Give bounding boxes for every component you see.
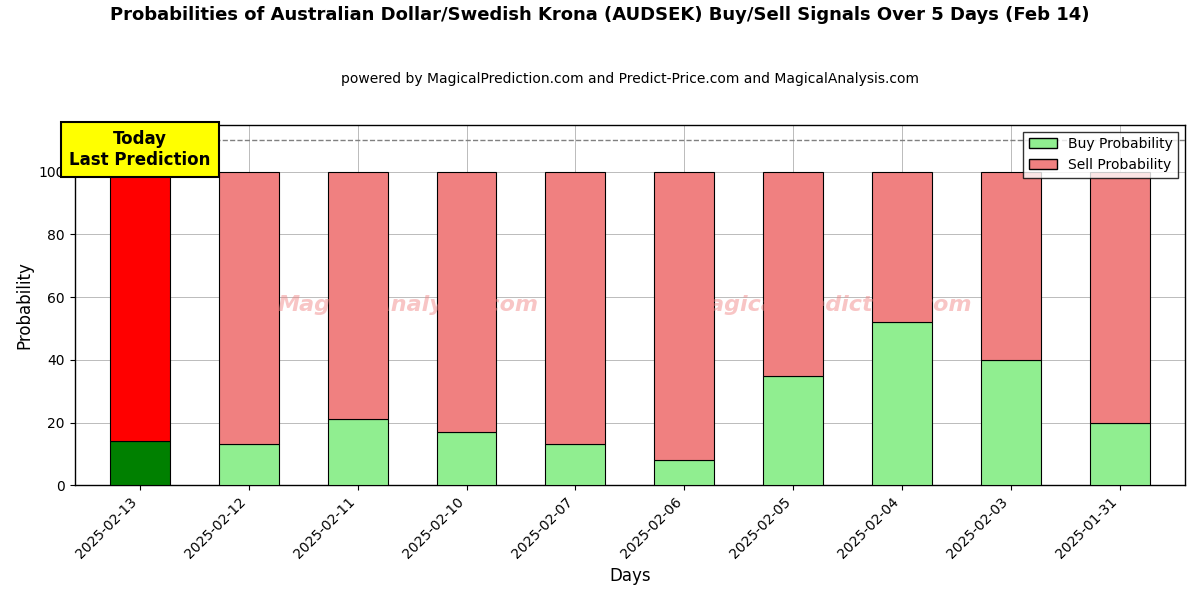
- Bar: [1090, 422, 1150, 485]
- Bar: [110, 172, 170, 442]
- Bar: [654, 460, 714, 485]
- Bar: [546, 172, 605, 445]
- Bar: [980, 360, 1040, 485]
- Bar: [437, 432, 497, 485]
- Y-axis label: Probability: Probability: [16, 261, 34, 349]
- X-axis label: Days: Days: [610, 567, 650, 585]
- Bar: [654, 172, 714, 460]
- Bar: [1090, 172, 1150, 422]
- Bar: [546, 445, 605, 485]
- Bar: [328, 419, 388, 485]
- Bar: [437, 172, 497, 432]
- Bar: [872, 172, 932, 322]
- Text: Probabilities of Australian Dollar/Swedish Krona (AUDSEK) Buy/Sell Signals Over : Probabilities of Australian Dollar/Swedi…: [110, 6, 1090, 24]
- Legend: Buy Probability, Sell Probability: Buy Probability, Sell Probability: [1024, 131, 1178, 178]
- Bar: [218, 445, 278, 485]
- Text: MagicalPrediction.com: MagicalPrediction.com: [688, 295, 972, 315]
- Bar: [763, 376, 823, 485]
- Bar: [328, 172, 388, 419]
- Bar: [763, 172, 823, 376]
- Bar: [218, 172, 278, 445]
- Text: MagicalAnalysis.com: MagicalAnalysis.com: [277, 295, 539, 315]
- Bar: [872, 322, 932, 485]
- Bar: [110, 442, 170, 485]
- Text: Today
Last Prediction: Today Last Prediction: [70, 130, 211, 169]
- Bar: [980, 172, 1040, 360]
- Title: powered by MagicalPrediction.com and Predict-Price.com and MagicalAnalysis.com: powered by MagicalPrediction.com and Pre…: [341, 72, 919, 86]
